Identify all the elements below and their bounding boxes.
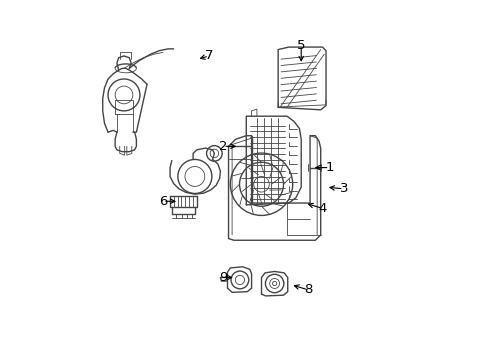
Text: 3: 3	[339, 183, 347, 195]
Text: 2: 2	[219, 140, 227, 153]
Text: 9: 9	[219, 271, 227, 284]
Text: 8: 8	[304, 283, 312, 296]
Text: 4: 4	[318, 202, 326, 215]
Text: 5: 5	[296, 39, 305, 52]
Text: 6: 6	[159, 195, 167, 208]
Text: 1: 1	[325, 161, 333, 174]
Text: 7: 7	[204, 49, 213, 62]
